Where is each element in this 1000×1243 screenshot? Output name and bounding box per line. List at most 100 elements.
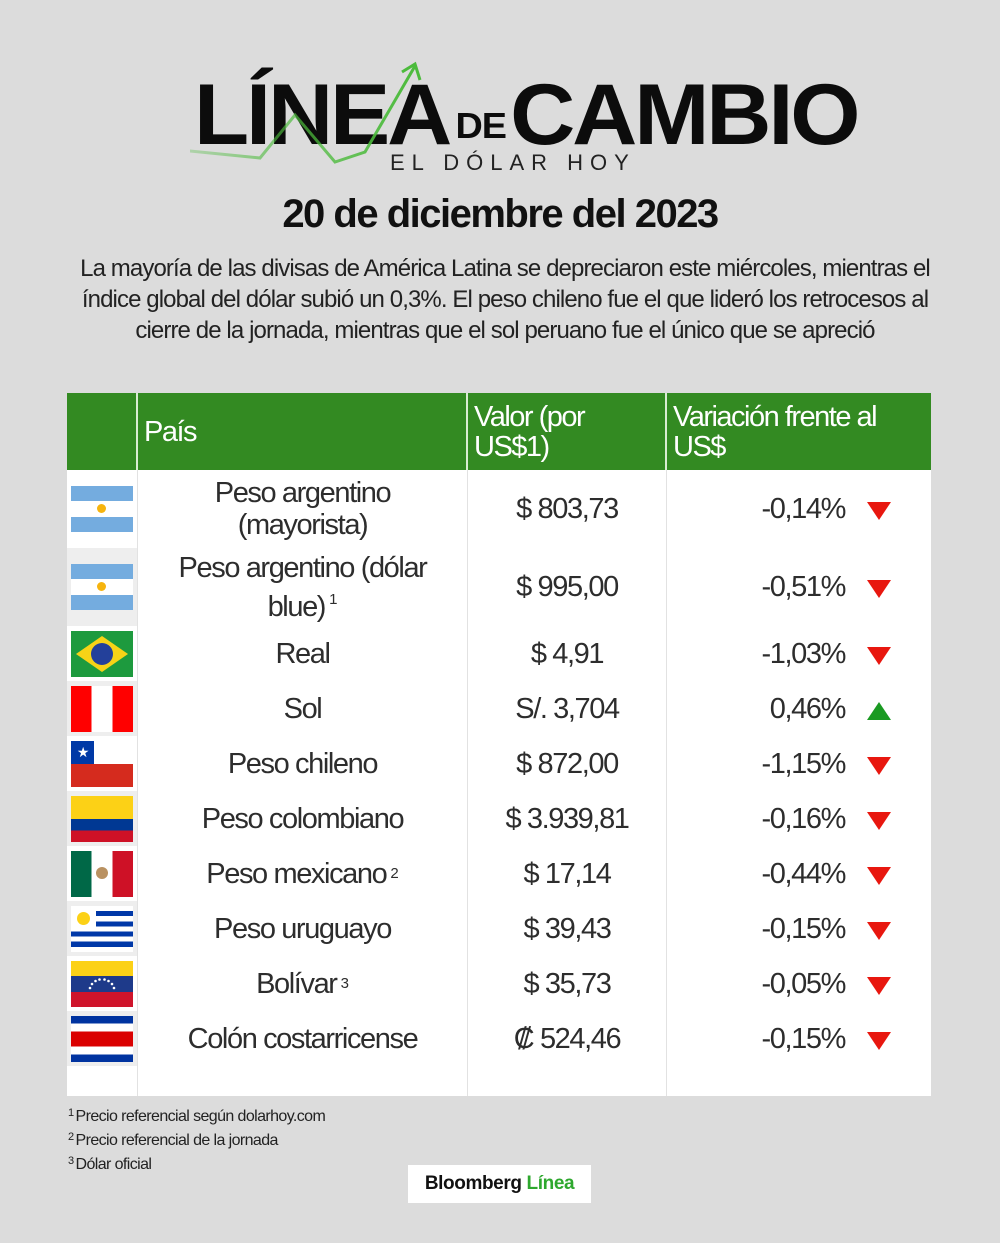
down-arrow-icon <box>867 1031 891 1050</box>
table-row: Sol S/. 3,704 0,46% <box>67 681 931 736</box>
brazil-flag-icon <box>71 630 133 677</box>
table-row: Bolívar 3 $ 35,73 -0,05% <box>67 956 931 1011</box>
flag-cell <box>67 846 138 901</box>
variation-text: -0,16% <box>761 802 847 835</box>
down-arrow-icon <box>867 756 891 775</box>
currency-variation: -0,05% <box>667 956 931 1011</box>
table-body: Peso argentino (mayorista) $ 803,73 -0,1… <box>67 470 931 1096</box>
currency-value: $ 872,00 <box>468 736 667 791</box>
uruguay-flag-icon <box>71 905 133 952</box>
footnote-mark: 1 <box>329 590 338 608</box>
exchange-rate-table: País Valor (por US$1) Variación frente a… <box>67 393 931 1096</box>
currency-variation: -1,03% <box>667 626 931 681</box>
flag-cell <box>67 901 138 956</box>
currency-name: Real <box>138 626 468 681</box>
currency-variation: 0,46% <box>667 681 931 736</box>
currency-value: S/. 3,704 <box>468 681 667 736</box>
down-arrow-icon <box>867 811 891 830</box>
footnote-1: 1 Precio referencial según dolarhoy.com <box>68 1107 326 1125</box>
logo-title-cambio: CAMBIO <box>510 67 860 163</box>
variation-text: -0,51% <box>761 571 847 603</box>
colombia-flag-icon <box>71 795 133 842</box>
variation-text: -0,14% <box>761 493 847 525</box>
currency-value: ₡ 524,46 <box>468 1011 667 1066</box>
table-row: Colón costarricense ₡ 524,46 -0,15% <box>67 1011 931 1066</box>
currency-name: Peso argentino (mayorista) <box>138 470 468 548</box>
table-row: ★ Peso chileno $ 872,00 -1,15% <box>67 736 931 791</box>
venezuela-flag-icon <box>71 960 133 1007</box>
flag-cell <box>67 548 138 626</box>
currency-variation: -0,15% <box>667 901 931 956</box>
currency-name: Peso argentino (dólar blue) 1 <box>138 548 468 626</box>
table-row: Peso uruguayo $ 39,43 -0,15% <box>67 901 931 956</box>
currency-name: Colón costarricense <box>138 1011 468 1066</box>
chile-flag-icon: ★ <box>71 740 133 787</box>
table-row: Peso argentino (dólar blue) 1 $ 995,00 -0… <box>67 548 931 626</box>
flag-cell <box>67 956 138 1011</box>
flag-cell <box>67 1011 138 1066</box>
currency-variation: -0,51% <box>667 548 931 626</box>
footnote-2: 2 Precio referencial de la jornada <box>68 1131 278 1149</box>
table-spacer-row <box>67 1066 931 1096</box>
linea-de-cambio-logo: LÍNEA DECAMBIO EL DÓLAR HOY <box>190 58 861 178</box>
variation-text: -0,05% <box>761 967 847 1000</box>
down-arrow-icon <box>867 866 891 885</box>
logo-title-linea: LÍNEA <box>194 67 452 163</box>
currency-name: Peso mexicano 2 <box>138 846 468 901</box>
variation-text: -1,03% <box>761 637 847 670</box>
currency-value: $ 803,73 <box>468 470 667 548</box>
footnote-mark: 3 <box>340 974 349 992</box>
currency-value: $ 3.939,81 <box>468 791 667 846</box>
spacer-cell <box>67 1066 138 1096</box>
variation-text: 0,46% <box>769 692 847 725</box>
variation-text: -1,15% <box>761 747 847 780</box>
footnotes: 1 Precio referencial según dolarhoy.com 2… <box>68 1103 326 1175</box>
mexico-flag-icon <box>71 850 133 897</box>
down-arrow-icon <box>867 976 891 995</box>
down-arrow-icon <box>867 502 891 520</box>
variation-text: -0,15% <box>761 912 847 945</box>
currency-name: Peso colombiano <box>138 791 468 846</box>
page-date-heading: 20 de diciembre del 2023 <box>282 192 719 236</box>
costa-rica-flag-icon <box>71 1015 133 1062</box>
variation-text: -0,15% <box>761 1022 847 1055</box>
down-arrow-icon <box>867 921 891 940</box>
flag-cell <box>67 681 138 736</box>
header-flag-column <box>67 393 138 470</box>
currency-name: Peso uruguayo <box>138 901 468 956</box>
variation-text: -0,44% <box>761 857 847 890</box>
intro-paragraph: La mayoría de las divisas de América Lat… <box>80 255 931 344</box>
currency-name: Bolívar 3 <box>138 956 468 1011</box>
brand-linea: Línea <box>526 1173 575 1194</box>
table-row: Real $ 4,91 -1,03% <box>67 626 931 681</box>
header-valor: Valor (por US$1) <box>468 393 667 470</box>
footnote-mark: 2 <box>390 864 399 882</box>
table-row: Peso argentino (mayorista) $ 803,73 -0,1… <box>67 470 931 548</box>
logo-title-de: DE <box>455 105 506 146</box>
flag-cell: ★ <box>67 736 138 791</box>
up-arrow-icon <box>867 701 891 720</box>
spacer-cell <box>138 1066 468 1096</box>
table-row: Peso mexicano 2 $ 17,14 -0,44% <box>67 846 931 901</box>
argentina-flag-icon <box>71 564 133 610</box>
peru-flag-icon <box>71 685 133 732</box>
currency-variation: -0,44% <box>667 846 931 901</box>
flag-cell <box>67 791 138 846</box>
logo-title: LÍNEA DECAMBIO <box>194 72 861 158</box>
table-row: Peso colombiano $ 3.939,81 -0,16% <box>67 791 931 846</box>
flag-cell <box>67 470 138 548</box>
currency-name: Peso chileno <box>138 736 468 791</box>
argentina-flag-icon <box>71 486 133 532</box>
brand-bloomberg: Bloomberg <box>424 1173 522 1194</box>
down-arrow-icon <box>867 580 891 598</box>
currency-value: $ 995,00 <box>468 548 667 626</box>
spacer-cell <box>468 1066 667 1096</box>
header-variacion: Variación frente al US$ <box>673 400 878 463</box>
currency-value: $ 35,73 <box>468 956 667 1011</box>
logo-subtitle: EL DÓLAR HOY <box>390 150 636 175</box>
currency-variation: -1,15% <box>667 736 931 791</box>
currency-value: $ 39,43 <box>468 901 667 956</box>
bloomberg-linea-logo: Bloomberg Línea <box>408 1165 591 1203</box>
down-arrow-icon <box>867 646 891 665</box>
currency-variation: -0,16% <box>667 791 931 846</box>
